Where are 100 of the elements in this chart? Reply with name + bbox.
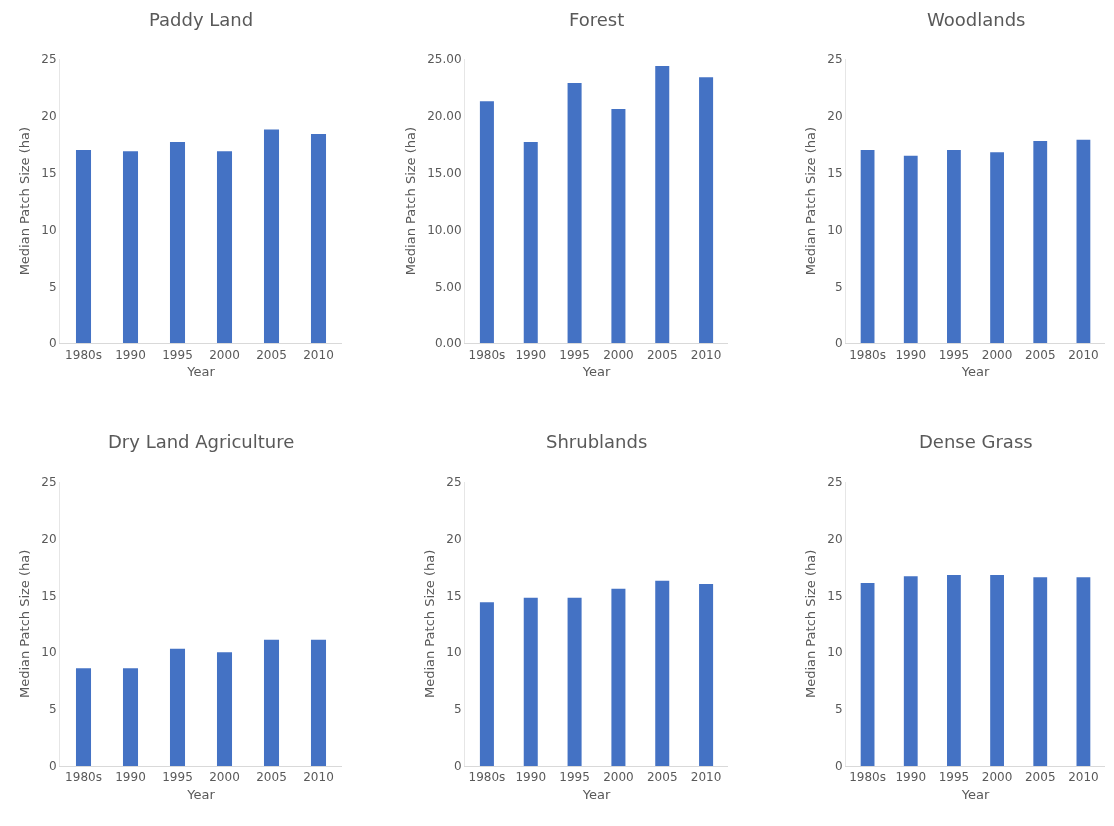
x-axis-title: Year [186,364,216,380]
y-tick-label: 0 [834,759,843,774]
bar [611,588,626,766]
x-tick-label: 1995 [559,347,590,362]
x-tick-label: 1995 [938,347,970,362]
chart-title: Woodlands [927,9,1026,30]
bar [263,129,280,344]
y-tick-label: 10 [446,645,462,660]
x-axis-title: Year [581,364,611,380]
bar [75,668,92,766]
x-axis-title: Year [960,364,990,380]
y-tick-label: 0 [834,336,843,351]
y-tick-label: 20 [446,531,462,546]
x-tick-label: 2000 [981,770,1013,785]
x-tick-label: 2000 [603,770,634,785]
y-tick-label: 10 [41,222,57,237]
y-axis-title: Median Patch Size (ha) [17,126,33,276]
x-tick-label: 1995 [162,770,193,785]
x-tick-label: 2010 [1068,770,1099,785]
x-tick-label: 1990 [115,770,146,785]
bar [263,639,280,766]
x-tick-label: 1995 [162,347,193,362]
x-tick-label: 2010 [303,770,334,785]
y-tick-label: 15.00 [427,165,462,180]
x-tick-label: 2000 [981,347,1013,362]
x-tick-label: 1980s [65,347,102,362]
y-tick-label: 0 [48,336,57,351]
x-tick-label: 2010 [1068,347,1099,362]
x-tick-label: 1980s [468,347,506,362]
y-tick-label: 25 [446,475,462,490]
x-axis-title: Year [581,786,611,802]
x-tick-label: 1990 [895,770,927,785]
bar [611,109,626,344]
y-axis-title: Median Patch Size (ha) [803,549,819,699]
y-tick-label: 5.00 [434,279,462,294]
x-tick-label: 2000 [603,347,634,362]
y-tick-label: 25 [827,475,843,490]
y-axis-title: Median Patch Size (ha) [403,126,419,276]
y-tick-label: 25 [827,52,843,67]
bar [169,142,186,344]
bar [567,597,582,766]
x-tick-label: 1980s [65,770,102,785]
y-tick-label: 10 [41,645,57,660]
x-tick-label: 2010 [690,770,722,785]
x-axis-title: Year [960,786,990,802]
y-tick-label: 15 [41,165,57,180]
bar [310,639,327,766]
y-tick-label: 20 [827,531,843,546]
x-tick-label: 1990 [115,347,146,362]
y-tick-label: 15 [827,165,843,180]
y-tick-label: 5 [48,279,57,294]
bar [216,652,233,766]
x-tick-label: 2005 [256,347,287,362]
bar [479,602,494,766]
bar [75,150,92,344]
y-tick-label: 15 [827,588,843,603]
chart-title: Forest [569,9,625,30]
y-tick-label: 25 [41,475,57,490]
y-tick-label: 20 [41,109,57,124]
bar [523,142,538,344]
y-tick-label: 25 [41,52,57,67]
y-tick-label: 25.00 [427,52,462,67]
x-tick-label: 2005 [256,770,287,785]
y-tick-label: 20 [827,109,843,124]
y-tick-label: 5 [48,702,57,717]
bar [122,668,139,766]
y-tick-label: 10 [827,222,843,237]
bar [655,580,670,766]
y-tick-label: 20.00 [427,109,462,124]
x-tick-label: 1990 [895,347,927,362]
x-tick-label: 1990 [515,770,547,785]
y-tick-label: 10 [827,645,843,660]
chart-title: Dry Land Agriculture [108,431,295,452]
y-tick-label: 5 [834,702,843,717]
y-axis-title: Median Patch Size (ha) [422,549,438,699]
bar [169,648,186,766]
y-axis-title: Median Patch Size (ha) [803,126,819,276]
bar [122,151,139,344]
y-tick-label: 10.00 [427,222,462,237]
x-tick-label: 1995 [938,770,970,785]
bar [567,82,582,344]
chart-title: Shrublands [546,431,648,452]
y-tick-label: 15 [41,588,57,603]
y-axis-title: Median Patch Size (ha) [17,549,33,699]
y-tick-label: 0.00 [434,336,462,351]
y-tick-label: 20 [41,531,57,546]
x-tick-label: 2005 [1024,347,1056,362]
y-tick-label: 15 [446,588,462,603]
chart-title: Dense Grass [919,431,1033,452]
bar [655,65,670,344]
x-axis-title: Year [186,786,216,802]
x-tick-label: 2005 [646,770,678,785]
x-tick-label: 2005 [646,347,678,362]
x-tick-label: 1980s [849,770,886,785]
bar [310,134,327,344]
y-tick-label: 0 [453,759,462,774]
chart-title: Paddy Land [149,9,254,30]
bar [699,77,714,344]
y-tick-label: 5 [834,279,843,294]
x-tick-label: 2010 [690,347,722,362]
